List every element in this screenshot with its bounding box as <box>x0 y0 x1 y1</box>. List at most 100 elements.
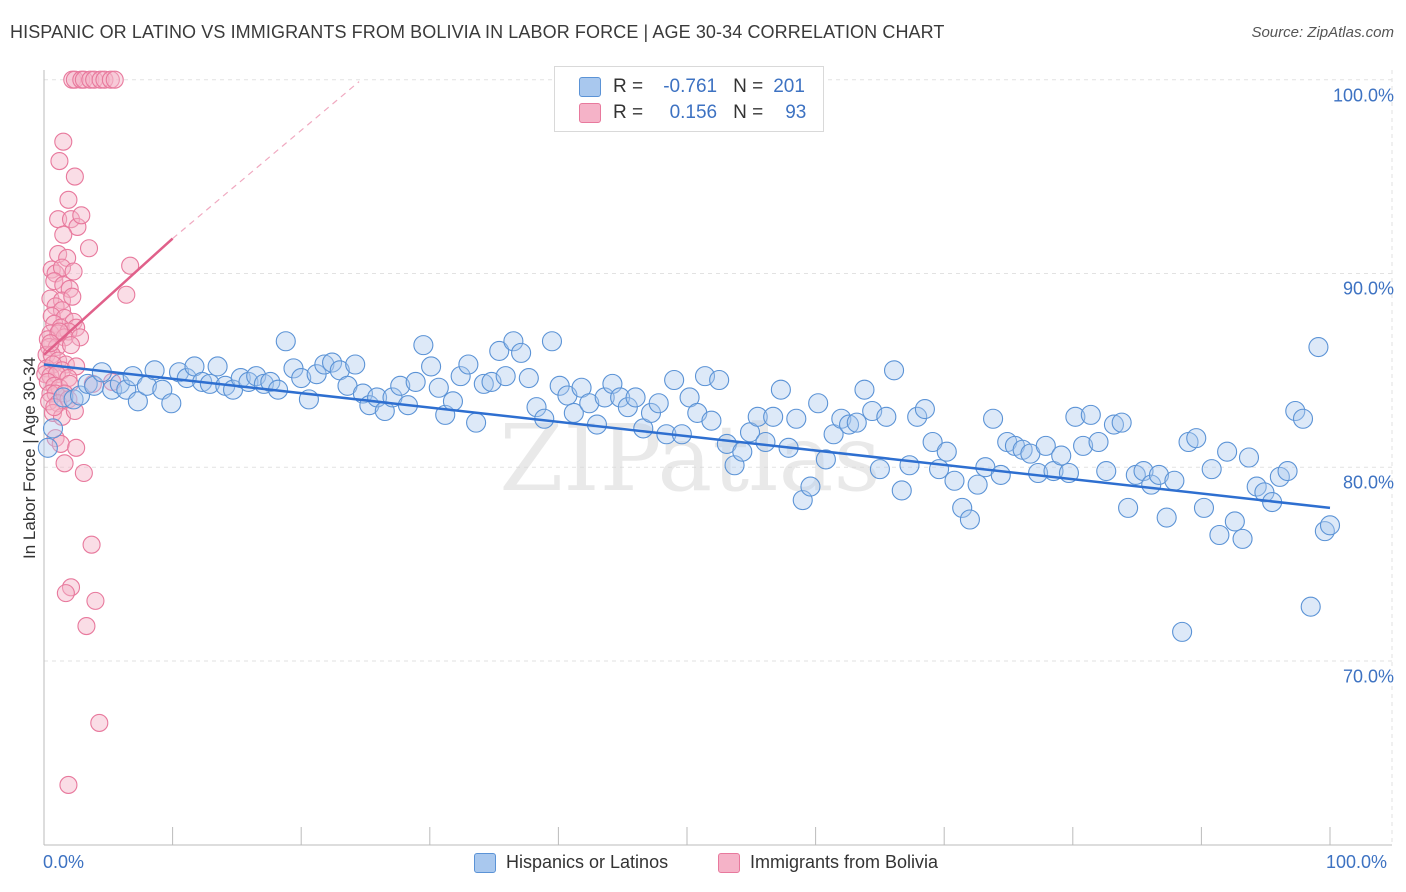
bolivia-point <box>64 262 83 281</box>
legend-item-bolivia[interactable]: Immigrants from Bolivia <box>718 852 938 873</box>
hispanic-point <box>907 406 928 427</box>
hispanic-point <box>503 331 524 352</box>
legend-row-bolivia: R = 0.156 N = 93 <box>579 100 806 126</box>
hispanic-point <box>541 331 563 352</box>
hispanic-point <box>1096 461 1117 482</box>
bolivia-point <box>77 617 96 636</box>
bolivia-point <box>43 403 63 422</box>
bolivia-point <box>54 132 73 151</box>
pink-swatch-icon <box>579 103 601 123</box>
bolivia-point <box>59 190 78 209</box>
hispanic-point <box>959 509 980 530</box>
hispanic-point <box>701 410 722 431</box>
hispanic-point <box>922 431 943 453</box>
hispanic-point <box>458 354 479 375</box>
hispanic-point <box>876 406 897 427</box>
bolivia-point <box>56 584 75 603</box>
bolivia-point <box>86 591 105 610</box>
y-axis-label: In Labor Force | Age 30-34 <box>20 357 39 559</box>
hispanic-point <box>42 418 64 439</box>
hispanic-point <box>260 371 281 392</box>
r-label: R = <box>613 76 644 97</box>
bolivia-point <box>63 287 82 306</box>
hispanic-point <box>1277 461 1298 482</box>
hispanic-point <box>869 459 890 480</box>
bolivia-point <box>81 70 100 89</box>
hispanic-point <box>983 408 1004 429</box>
hispanic-point <box>664 369 685 391</box>
blue-swatch-icon <box>579 77 601 97</box>
hispanic-point <box>473 373 494 394</box>
bolivia-point <box>117 285 136 304</box>
hispanic-point <box>883 360 905 381</box>
bolivia-point <box>68 217 87 236</box>
hispanic-point <box>936 441 957 462</box>
bolivia-point <box>95 70 114 89</box>
hispanic-point <box>1118 497 1139 518</box>
hispanic-point <box>450 366 471 387</box>
hispanic-point <box>1300 596 1321 617</box>
y-tick-label: 100.0% <box>1332 85 1394 106</box>
hispanic-point <box>69 385 91 406</box>
hispanic-point <box>161 393 182 414</box>
hispanic-point <box>808 393 829 414</box>
bolivia-point <box>61 336 81 355</box>
bolivia-trend-extension <box>172 81 360 240</box>
hispanic-point <box>1193 497 1215 518</box>
hispanic-point <box>838 414 860 435</box>
bolivia-point <box>37 345 56 364</box>
hispanic-point <box>207 356 228 377</box>
hispanic-point <box>732 441 753 462</box>
hispanic-point <box>846 412 867 433</box>
bolivia-point <box>91 70 110 89</box>
hispanic-point <box>1308 337 1329 358</box>
hispanic-point <box>944 470 965 491</box>
bolivia-point <box>121 256 140 275</box>
bolivia-point <box>74 463 93 483</box>
bolivia-point <box>59 775 78 794</box>
hispanic-point <box>1238 447 1260 468</box>
n-value: 201 <box>773 76 805 97</box>
hispanic-point <box>1172 621 1193 642</box>
bolivia-point <box>65 167 84 186</box>
bolivia-point <box>50 152 69 171</box>
gridlines <box>44 70 1393 845</box>
hispanic-point <box>914 399 935 420</box>
bolivia-point <box>101 70 120 89</box>
hispanic-point <box>1156 507 1177 528</box>
chart-title: HISPANIC OR LATINO VS IMMIGRANTS FROM BO… <box>10 22 945 42</box>
hispanic-point <box>747 406 768 427</box>
trend-lines <box>43 81 1331 510</box>
hispanic-point <box>511 342 532 363</box>
y-tick-label: 80.0% <box>1342 472 1394 493</box>
hispanic-point <box>1028 462 1049 484</box>
hispanic-point <box>1035 435 1056 456</box>
hispanic-point <box>421 356 442 377</box>
y-tick-label: 90.0% <box>1342 278 1394 299</box>
bolivia-point <box>41 384 60 403</box>
hispanic-point <box>1217 441 1238 462</box>
legend-item-hispanic[interactable]: Hispanics or Latinos <box>474 852 668 873</box>
bolivia-point <box>61 578 81 597</box>
bolivia-point <box>79 239 99 258</box>
hispanic-point <box>770 379 791 400</box>
hispanic-point <box>967 474 988 495</box>
blue-swatch-icon <box>474 852 496 873</box>
series-legend: Hispanics or Latinos Immigrants from Bol… <box>0 852 1406 878</box>
hispanic-point <box>314 354 335 375</box>
bolivia-point <box>55 454 74 473</box>
hispanic-point <box>495 366 516 387</box>
legend-label: Hispanics or Latinos <box>506 852 669 872</box>
hispanic-point <box>466 412 487 433</box>
hispanic-point <box>275 331 296 352</box>
hispanic-point <box>390 375 411 396</box>
pink-swatch-icon <box>718 852 740 873</box>
hispanic-point <box>1148 464 1170 485</box>
hispanic-point <box>952 497 973 518</box>
hispanic-point <box>579 393 600 414</box>
hispanic-point <box>413 335 434 356</box>
bolivia-point <box>51 434 70 453</box>
hispanic-point <box>489 340 510 361</box>
hispanic-point <box>526 397 547 418</box>
bolivia-point <box>45 272 64 291</box>
